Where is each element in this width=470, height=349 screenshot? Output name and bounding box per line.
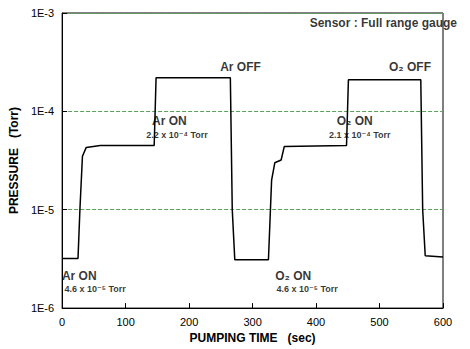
svg-text:600: 600 [434,316,452,328]
svg-text:PRESSURE (Torr): PRESSURE (Torr) [7,107,21,214]
svg-text:1E-6: 1E-6 [31,302,54,314]
svg-text:Ar ON: Ar ON [62,269,97,283]
svg-text:500: 500 [370,316,388,328]
svg-text:0: 0 [59,316,65,328]
svg-text:PUMPING TIME (sec): PUMPING TIME (sec) [190,331,316,345]
svg-text:Sensor : Full range gauge: Sensor : Full range gauge [310,16,458,30]
svg-text:300: 300 [243,316,261,328]
svg-text:2.1 x 10⁻⁴ Torr: 2.1 x 10⁻⁴ Torr [329,130,391,140]
svg-text:Ar OFF: Ar OFF [220,60,261,74]
svg-text:100: 100 [116,316,134,328]
svg-text:4.6 x 10⁻⁵ Torr: 4.6 x 10⁻⁵ Torr [276,284,338,294]
svg-text:O₂ OFF: O₂ OFF [389,60,431,74]
svg-text:400: 400 [307,316,325,328]
svg-text:200: 200 [180,316,198,328]
svg-text:4.6 x 10⁻⁵ Torr: 4.6 x 10⁻⁵ Torr [64,284,126,294]
svg-text:1E-4: 1E-4 [31,105,54,117]
svg-text:Ar ON: Ar ON [152,114,187,128]
svg-text:O₂ ON: O₂ ON [337,114,373,128]
svg-text:2.2 x 10⁻⁴ Torr: 2.2 x 10⁻⁴ Torr [146,130,208,140]
svg-text:1E-3: 1E-3 [31,7,54,19]
svg-text:O₂ ON: O₂ ON [275,269,311,283]
svg-text:1E-5: 1E-5 [31,204,54,216]
